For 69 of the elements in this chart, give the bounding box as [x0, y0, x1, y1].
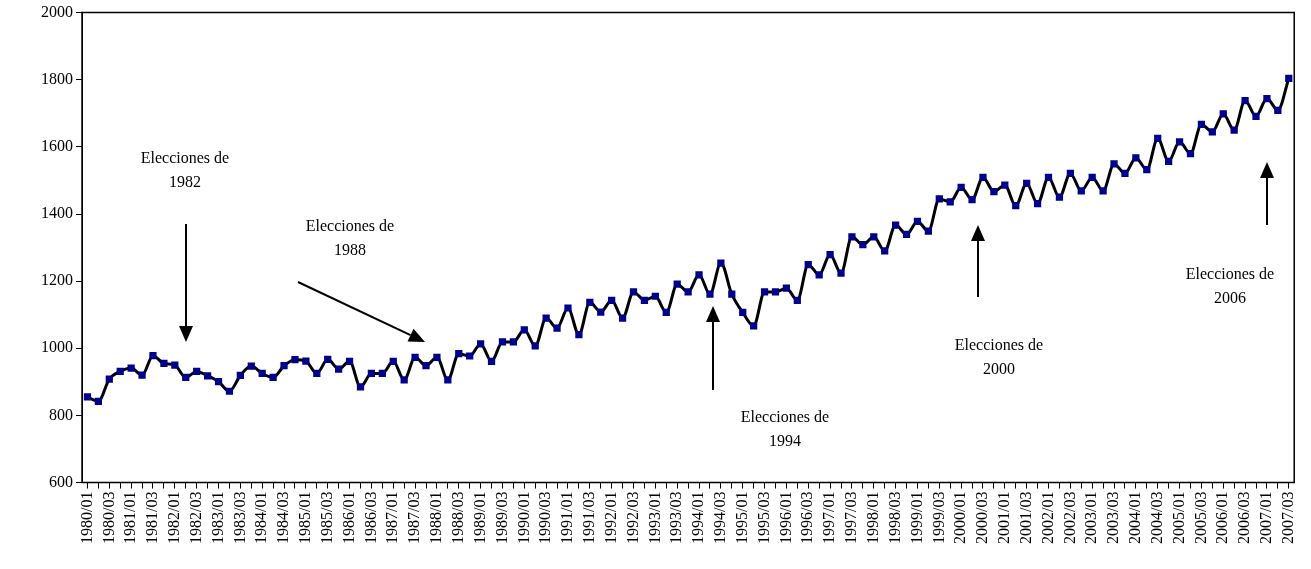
x-tick-label: 1994/03	[711, 491, 729, 545]
x-tick-label: 1998/01	[863, 491, 881, 545]
annotation: Elecciones de 1994	[739, 407, 831, 451]
x-tick-label: 1980/03	[99, 491, 117, 545]
x-tick-label: 1999/01	[907, 491, 925, 545]
x-tick-label: 1992/03	[623, 491, 641, 545]
x-tick-label: 1982/01	[165, 491, 183, 545]
x-tick-label: 1989/01	[470, 491, 488, 545]
y-tick-label: 2000	[41, 2, 73, 20]
x-tick-label: 2007/03	[1278, 491, 1296, 545]
y-tick-label: 1600	[41, 137, 73, 155]
x-tick-label: 2003/01	[1082, 491, 1100, 545]
y-tick-label: 600	[49, 472, 73, 490]
x-tick-label: 1981/01	[121, 491, 139, 545]
x-tick-label: 2005/03	[1191, 491, 1209, 545]
x-tick-label: 1991/01	[558, 491, 576, 545]
x-tick-label: 1995/01	[732, 491, 750, 545]
x-tick-label: 1983/01	[208, 491, 226, 545]
x-tick-label: 1996/01	[776, 491, 794, 545]
x-tick-label: 1993/03	[667, 491, 685, 545]
x-tick-label: 1982/03	[186, 491, 204, 545]
x-tick-label: 1985/03	[317, 491, 335, 545]
x-tick-label: 2001/03	[1016, 491, 1034, 545]
x-tick-label: 1985/01	[296, 491, 314, 545]
annotation: Elecciones de 1988	[304, 216, 396, 260]
y-tick-label: 1200	[41, 271, 73, 289]
x-tick-label: 2005/01	[1169, 491, 1187, 545]
x-tick-label: 1998/03	[885, 491, 903, 545]
x-tick-label: 1980/01	[77, 491, 95, 545]
x-tick-label: 2006/01	[1213, 491, 1231, 545]
annotation: Elecciones de 2000	[953, 335, 1045, 379]
x-tick-label: 2001/01	[995, 491, 1013, 545]
x-tick-label: 1983/03	[230, 491, 248, 545]
annotation: Elecciones de 2006	[1184, 264, 1276, 308]
x-tick-label: 2000/03	[973, 491, 991, 545]
x-tick-label: 1996/03	[798, 491, 816, 545]
x-tick-label: 1990/01	[514, 491, 532, 545]
x-tick-label: 2007/01	[1257, 491, 1275, 545]
annotation: Elecciones de 1982	[139, 148, 231, 192]
x-tick-label: 1984/03	[274, 491, 292, 545]
x-tick-label: 1994/01	[689, 491, 707, 545]
x-tick-label: 1986/01	[339, 491, 357, 545]
x-tick-label: 1989/03	[492, 491, 510, 545]
x-tick-label: 1995/03	[754, 491, 772, 545]
x-tick-label: 2004/01	[1126, 491, 1144, 545]
y-tick-label: 1400	[41, 204, 73, 222]
y-tick-label: 800	[49, 405, 73, 423]
x-tick-label: 1988/03	[448, 491, 466, 545]
x-tick-label: 1987/03	[405, 491, 423, 545]
x-tick-label: 2000/01	[951, 491, 969, 545]
x-tick-label: 1999/03	[929, 491, 947, 545]
x-tick-label: 1997/01	[820, 491, 838, 545]
x-tick-label: 1987/01	[383, 491, 401, 545]
x-tick-label: 1981/03	[143, 491, 161, 545]
x-tick-label: 1992/01	[601, 491, 619, 545]
x-tick-label: 2006/03	[1235, 491, 1253, 545]
x-tick-label: 1991/03	[580, 491, 598, 545]
x-tick-label: 1984/01	[252, 491, 270, 545]
y-tick-label: 1800	[41, 69, 73, 87]
x-tick-label: 1990/03	[536, 491, 554, 545]
x-tick-label: 2002/01	[1038, 491, 1056, 545]
x-tick-label: 1986/03	[361, 491, 379, 545]
x-tick-label: 2002/03	[1060, 491, 1078, 545]
x-tick-label: 2004/03	[1147, 491, 1165, 545]
x-tick-label: 1993/01	[645, 491, 663, 545]
y-tick-label: 1000	[41, 338, 73, 356]
x-tick-label: 2003/03	[1104, 491, 1122, 545]
x-tick-label: 1997/03	[842, 491, 860, 545]
x-tick-label: 1988/01	[427, 491, 445, 545]
